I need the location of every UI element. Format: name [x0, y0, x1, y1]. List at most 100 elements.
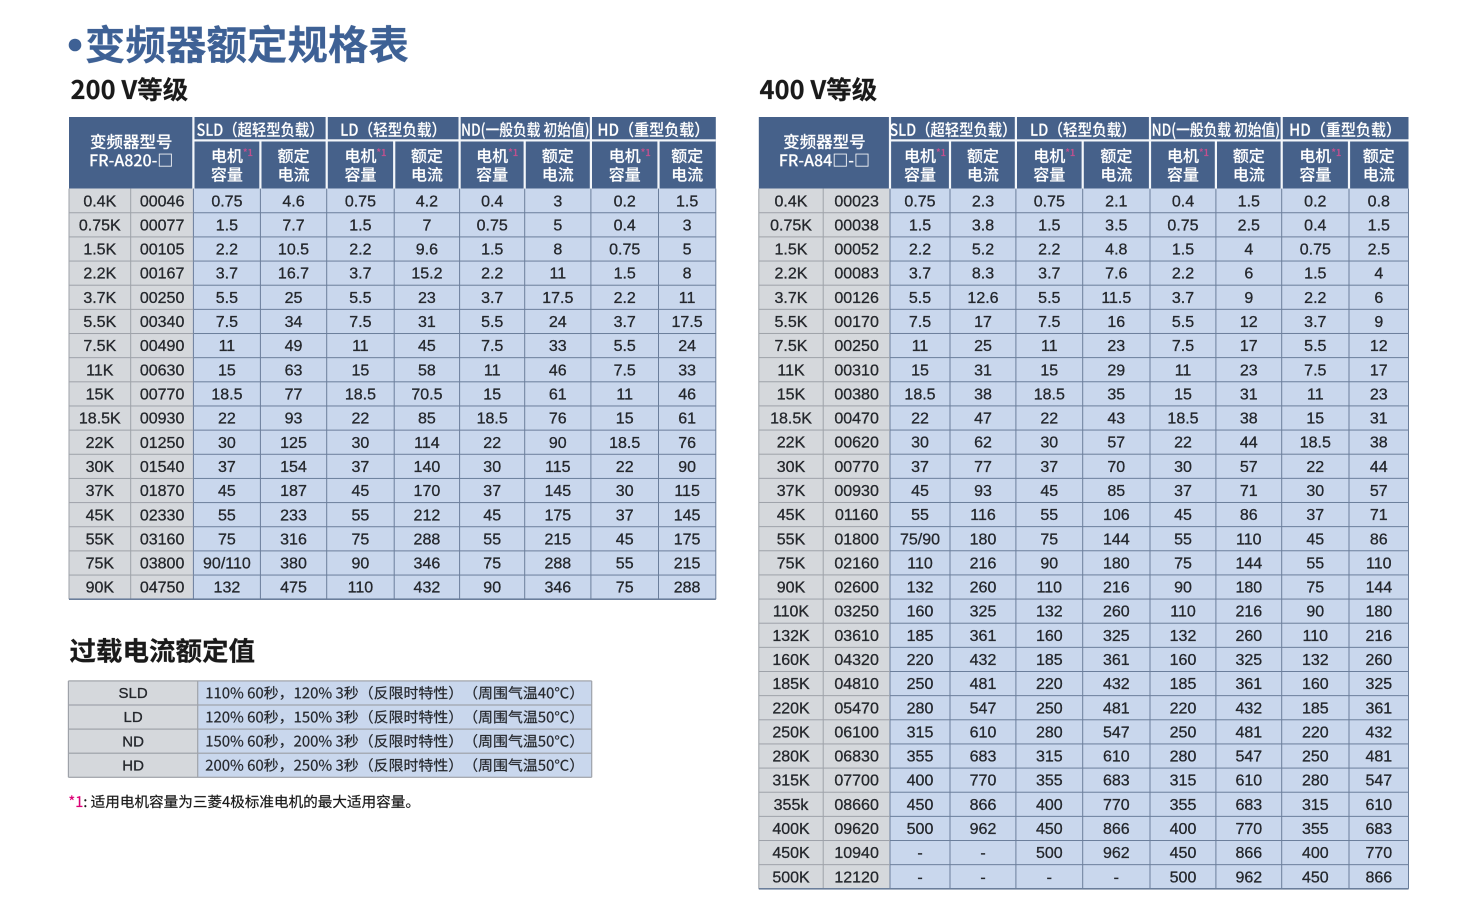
- svg-text:22: 22: [911, 411, 929, 428]
- svg-text:250: 250: [907, 676, 934, 693]
- svg-text:1.5: 1.5: [216, 217, 238, 234]
- svg-text:75: 75: [1040, 531, 1058, 548]
- svg-text:215: 215: [544, 531, 571, 548]
- svg-text:23: 23: [418, 290, 436, 307]
- svg-text:00930: 00930: [140, 411, 185, 428]
- svg-text:90: 90: [1040, 555, 1058, 572]
- svg-text:45: 45: [218, 483, 236, 500]
- svg-text:2.2: 2.2: [614, 290, 636, 307]
- svg-text:7.5: 7.5: [1038, 314, 1060, 331]
- svg-text:90: 90: [549, 435, 567, 452]
- svg-text:683: 683: [1365, 821, 1392, 838]
- svg-text:01870: 01870: [140, 483, 185, 500]
- svg-text:450: 450: [1036, 821, 1063, 838]
- svg-text:144: 144: [1103, 531, 1130, 548]
- svg-text:132K: 132K: [772, 628, 810, 645]
- svg-text:116: 116: [970, 507, 996, 524]
- svg-text:7.5: 7.5: [909, 314, 931, 331]
- svg-text:1.5: 1.5: [481, 242, 503, 259]
- svg-text:35: 35: [1107, 386, 1125, 403]
- svg-text:2.3: 2.3: [972, 193, 994, 210]
- svg-text:37: 37: [1306, 507, 1324, 524]
- svg-text:17.5: 17.5: [542, 290, 573, 307]
- svg-text:18.5: 18.5: [1300, 435, 1331, 452]
- svg-text:45: 45: [352, 483, 370, 500]
- svg-text:03250: 03250: [834, 604, 879, 621]
- svg-text:22: 22: [1306, 459, 1324, 476]
- svg-text:315K: 315K: [772, 773, 810, 790]
- svg-text:75: 75: [483, 556, 501, 573]
- svg-text:44: 44: [1240, 435, 1258, 452]
- svg-text:500: 500: [907, 821, 934, 838]
- svg-text:33: 33: [549, 338, 567, 355]
- svg-text:9: 9: [1374, 314, 1383, 331]
- svg-text:61: 61: [549, 387, 567, 404]
- svg-text:30: 30: [1174, 459, 1192, 476]
- svg-text:23: 23: [1107, 338, 1125, 355]
- svg-text:37: 37: [911, 459, 929, 476]
- svg-text:45: 45: [1174, 507, 1192, 524]
- svg-text:-: -: [1114, 869, 1119, 886]
- svg-text:30K: 30K: [777, 459, 806, 476]
- svg-text:LD: LD: [124, 709, 143, 726]
- svg-text:18.5: 18.5: [609, 435, 640, 452]
- svg-text:00052: 00052: [834, 242, 879, 259]
- svg-text:7.5: 7.5: [216, 314, 238, 331]
- svg-text:3.7: 3.7: [349, 266, 371, 283]
- svg-text:5.5: 5.5: [909, 290, 931, 307]
- svg-text:16.7: 16.7: [278, 266, 309, 283]
- svg-text:8: 8: [553, 242, 562, 259]
- svg-text:75K: 75K: [777, 555, 806, 572]
- svg-text:316: 316: [280, 531, 307, 548]
- svg-text:1.5: 1.5: [909, 217, 931, 234]
- svg-text:5.5: 5.5: [1304, 338, 1326, 355]
- svg-text:00380: 00380: [834, 386, 879, 403]
- svg-text:3.7: 3.7: [614, 314, 636, 331]
- svg-text:17: 17: [1370, 362, 1388, 379]
- svg-text:160: 160: [1170, 652, 1197, 669]
- svg-text:185: 185: [1170, 676, 1197, 693]
- svg-text:0.75: 0.75: [904, 193, 935, 210]
- svg-text:15: 15: [911, 362, 929, 379]
- svg-text:220: 220: [1036, 676, 1063, 693]
- svg-text:18.5: 18.5: [1034, 386, 1065, 403]
- svg-text:00770: 00770: [140, 387, 185, 404]
- svg-text:400: 400: [907, 773, 934, 790]
- svg-text:18.5K: 18.5K: [79, 411, 121, 428]
- svg-text:770: 770: [970, 773, 997, 790]
- svg-text:683: 683: [970, 749, 997, 766]
- svg-text:547: 547: [1365, 773, 1392, 790]
- svg-text:5.5: 5.5: [349, 290, 371, 307]
- svg-text:481: 481: [1235, 725, 1262, 742]
- svg-text:71: 71: [1240, 483, 1258, 500]
- svg-text:00470: 00470: [834, 411, 879, 428]
- svg-text:75: 75: [352, 531, 370, 548]
- svg-text:85: 85: [1107, 483, 1125, 500]
- svg-text:432: 432: [1235, 700, 1262, 717]
- svg-text:1.5K: 1.5K: [83, 242, 116, 259]
- svg-text:355: 355: [907, 749, 934, 766]
- svg-text:6: 6: [1244, 266, 1253, 283]
- svg-text:215: 215: [674, 556, 701, 573]
- svg-text:11: 11: [616, 387, 633, 404]
- svg-text:15: 15: [616, 411, 634, 428]
- svg-text:63: 63: [285, 362, 303, 379]
- svg-text:37: 37: [1174, 483, 1192, 500]
- svg-text:610: 610: [1365, 797, 1392, 814]
- svg-text:7.5K: 7.5K: [775, 338, 808, 355]
- svg-text:7.5: 7.5: [481, 338, 503, 355]
- svg-text:216: 216: [970, 555, 997, 572]
- svg-text:500: 500: [1036, 845, 1063, 862]
- svg-text:770: 770: [1235, 821, 1262, 838]
- svg-text:2.2: 2.2: [481, 266, 503, 283]
- svg-text:8: 8: [683, 266, 692, 283]
- svg-text:22: 22: [483, 435, 501, 452]
- svg-text:57: 57: [1107, 435, 1125, 452]
- svg-text:00630: 00630: [140, 362, 185, 379]
- svg-text:7.5: 7.5: [1172, 338, 1194, 355]
- svg-text:866: 866: [970, 797, 997, 814]
- svg-text:132: 132: [1036, 604, 1063, 621]
- svg-text:361: 361: [1103, 652, 1130, 669]
- svg-text:00083: 00083: [834, 266, 879, 283]
- svg-text:400: 400: [1170, 821, 1197, 838]
